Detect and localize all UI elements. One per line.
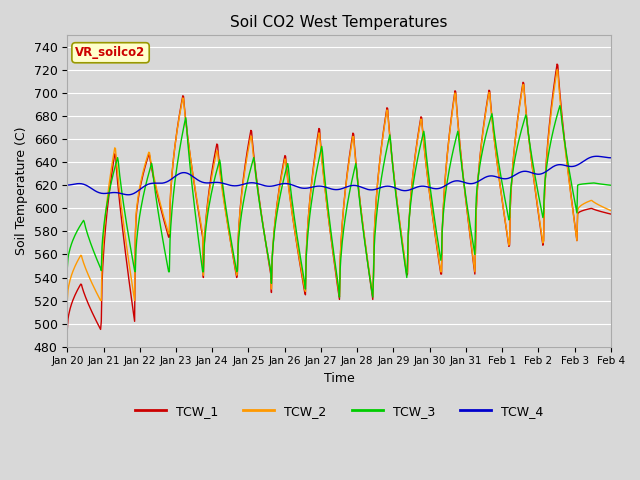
TCW_1	[426, 190, 433, 196]
TCW_3	[607, 182, 615, 188]
Text: VR_soilco2: VR_soilco2	[76, 46, 146, 59]
Legend: TCW_1, TCW_2, TCW_3, TCW_4: TCW_1, TCW_2, TCW_3, TCW_4	[130, 400, 548, 423]
TCW_2	[426, 190, 433, 196]
TCW_2	[127, 275, 135, 280]
TCW_4	[275, 181, 283, 187]
TCW_2	[395, 214, 403, 219]
TCW_1	[63, 326, 71, 332]
TCW_3	[335, 294, 343, 300]
TCW_2	[607, 208, 615, 214]
TCW_3	[227, 237, 235, 242]
TCW_2	[275, 192, 282, 198]
TCW_4	[396, 187, 404, 192]
TCW_3	[275, 202, 282, 207]
TCW_4	[593, 154, 600, 159]
Y-axis label: Soil Temperature (C): Soil Temperature (C)	[15, 127, 28, 255]
TCW_4	[228, 183, 236, 189]
Line: TCW_2: TCW_2	[67, 70, 611, 300]
TCW_4	[63, 182, 71, 188]
TCW_4	[124, 192, 132, 198]
TCW_3	[556, 103, 564, 108]
TCW_4	[255, 181, 262, 187]
TCW_3	[254, 189, 262, 195]
TCW_4	[607, 155, 615, 161]
X-axis label: Time: Time	[324, 372, 355, 385]
TCW_1	[275, 190, 282, 196]
TCW_1	[227, 241, 235, 247]
TCW_3	[127, 248, 135, 253]
TCW_2	[254, 189, 262, 194]
TCW_4	[128, 192, 136, 197]
TCW_3	[426, 185, 434, 191]
TCW_4	[426, 185, 434, 191]
Line: TCW_4: TCW_4	[67, 156, 611, 195]
Line: TCW_3: TCW_3	[67, 106, 611, 297]
TCW_3	[396, 223, 404, 229]
TCW_2	[227, 241, 235, 247]
TCW_1	[553, 61, 561, 67]
Line: TCW_1: TCW_1	[67, 64, 611, 329]
TCW_3	[63, 265, 71, 271]
TCW_1	[395, 215, 403, 220]
TCW_1	[607, 211, 615, 217]
TCW_1	[127, 293, 135, 299]
TCW_1	[254, 186, 262, 192]
TCW_2	[553, 67, 561, 72]
Title: Soil CO2 West Temperatures: Soil CO2 West Temperatures	[230, 15, 448, 30]
TCW_2	[63, 298, 71, 303]
